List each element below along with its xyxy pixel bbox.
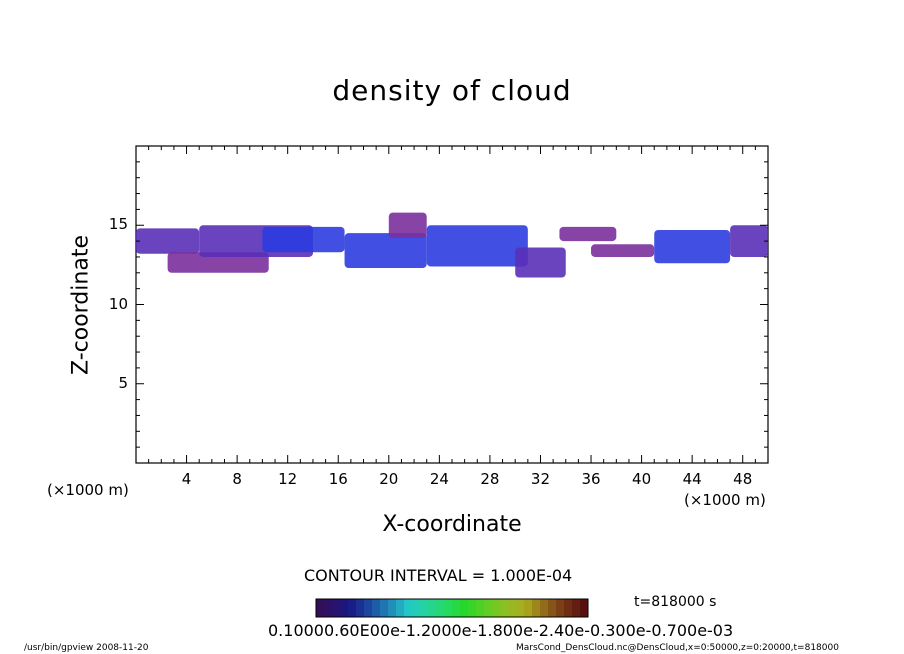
y-tick-label: 15 [108, 215, 128, 234]
colorbar-cell [540, 599, 549, 617]
colorbar-cell [428, 599, 437, 617]
x-tick-label: 32 [530, 470, 551, 488]
colorbar-cell [356, 599, 365, 617]
colorbar-cell [372, 599, 381, 617]
colorbar-cell [316, 599, 325, 617]
x-axis-label: X-coordinate [382, 512, 522, 537]
cloud-band [654, 230, 731, 264]
cloud-band [167, 252, 269, 273]
footer-right: MarsCond_DensCloud.nc@DensCloud,x=0:5000… [516, 643, 839, 653]
colorbar-cell [484, 599, 493, 617]
colorbar-cell [332, 599, 341, 617]
cloud-region [136, 212, 768, 278]
colorbar-cell [500, 599, 509, 617]
y-tick-label: 5 [118, 373, 128, 392]
colorbar-frame [315, 598, 589, 618]
x-tick-label: 28 [480, 470, 500, 488]
x-tick-label: 24 [429, 470, 449, 488]
colorbar-cell [532, 599, 541, 617]
cloud-band [515, 247, 566, 278]
colorbar-cell [452, 599, 461, 617]
colorbar-cell [476, 599, 485, 617]
chart-title: density of cloud [332, 74, 572, 107]
colorbar-cell [404, 599, 413, 617]
colorbar-cell [460, 599, 469, 617]
x-tick-label: 4 [181, 470, 192, 488]
colorbar-cell [380, 599, 389, 617]
time-label: t=818000 s [634, 594, 717, 610]
colorbar-cell [412, 599, 421, 617]
colorbar-labels: 0.10000.60E00e-1.2000e-1.800e-2.40e-0.30… [268, 621, 734, 640]
x-tick-label: 12 [278, 470, 298, 488]
x-tick-label: 36 [581, 470, 601, 488]
x-tick-label: 44 [682, 470, 702, 488]
colorbar-cell [436, 599, 445, 617]
x-tick-label: 8 [232, 470, 242, 488]
cloud-band [559, 226, 617, 242]
x-tick-label: 40 [632, 470, 652, 488]
colorbar-cell [348, 599, 357, 617]
x-tick-label: 48 [733, 470, 753, 488]
colorbar-cell [340, 599, 349, 617]
cloud-band [591, 244, 655, 257]
x-tick-label: 20 [379, 470, 399, 488]
colorbar-cell [396, 599, 405, 617]
colorbar-cell [364, 599, 373, 617]
cloud-band [426, 225, 528, 267]
cloud-band [262, 226, 345, 253]
colorbar-cell [420, 599, 429, 617]
colorbar-cell [324, 599, 333, 617]
colorbar-cell [508, 599, 517, 617]
y-tick-label: 10 [108, 294, 128, 313]
colorbar-cell [444, 599, 453, 617]
colorbar-cell [388, 599, 397, 617]
contour-interval: CONTOUR INTERVAL = 1.000E-04 [304, 566, 573, 585]
cloud-band [730, 225, 768, 257]
colorbar-cell [492, 599, 501, 617]
colorbar-cell [516, 599, 525, 617]
colorbar-cell [564, 599, 573, 617]
footer-left: /usr/bin/gpview 2008-11-20 [24, 643, 149, 653]
colorbar-cell [548, 599, 557, 617]
colorbar-cell [556, 599, 565, 617]
cloud-band [388, 212, 427, 238]
axis-ticks [136, 146, 768, 463]
colorbar-cell [468, 599, 477, 617]
colorbar-cell [524, 599, 533, 617]
colorbar [315, 598, 589, 618]
cloud-band [344, 233, 427, 269]
x-tick-label: 16 [328, 470, 348, 488]
x-unit-left: (×1000 m) [47, 481, 129, 499]
y-axis-label: Z-coordinate [68, 235, 94, 375]
cloud-band [136, 228, 200, 254]
colorbar-cell [572, 599, 581, 617]
plot-frame [135, 145, 769, 464]
colorbar-cell [580, 599, 589, 617]
x-unit-right: (×1000 m) [684, 491, 766, 509]
